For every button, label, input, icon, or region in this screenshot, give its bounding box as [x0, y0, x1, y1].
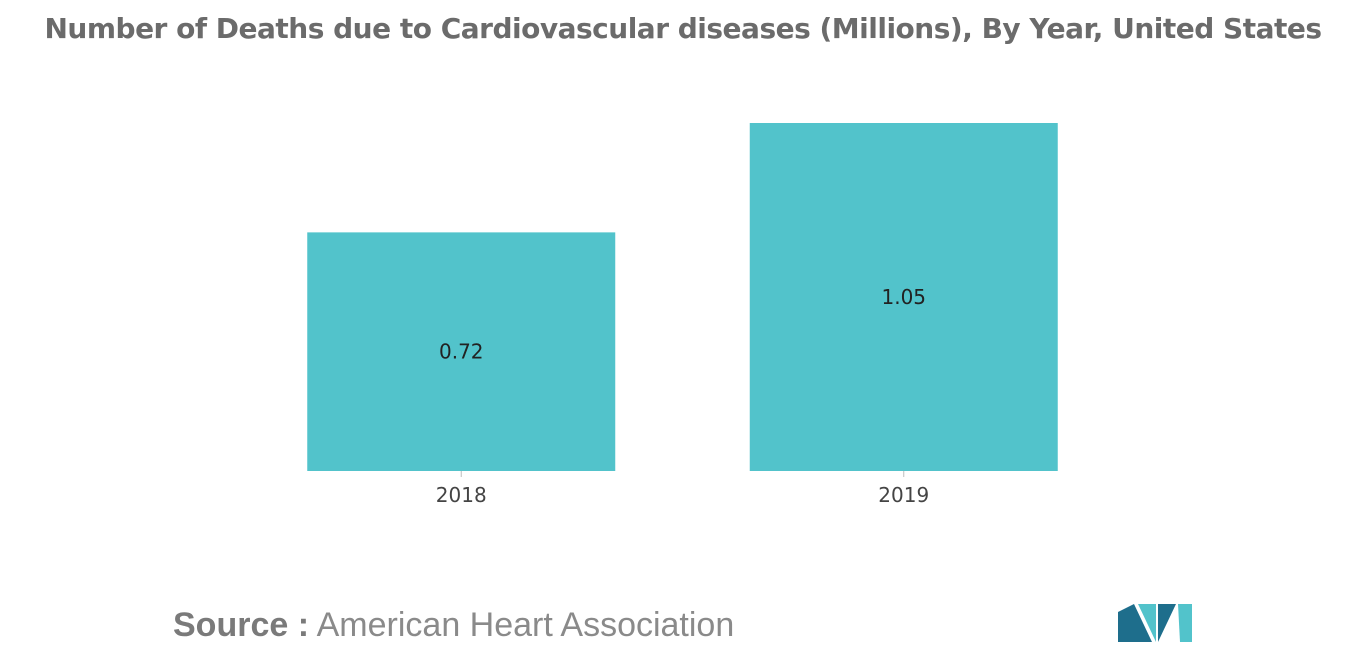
- bar-2019: [749, 123, 1058, 471]
- data-label-2018: 0.72: [439, 340, 484, 364]
- bars-group: 0.72 1.05: [307, 123, 1058, 471]
- data-label-2019: 1.05: [881, 285, 926, 309]
- source-text: American Heart Association: [316, 606, 735, 644]
- x-axis: 2018 2019: [436, 471, 929, 507]
- x-tick-label-2018: 2018: [436, 483, 487, 507]
- chart-title: Number of Deaths due to Cardiovascular d…: [44, 12, 1322, 45]
- mordor-intelligence-logo-icon: [1118, 604, 1192, 642]
- x-tick-label-2019: 2019: [878, 483, 929, 507]
- source-note: Source : American Heart Association: [173, 606, 734, 645]
- source-prefix: Source :: [173, 606, 310, 644]
- bar-2018: [307, 232, 616, 471]
